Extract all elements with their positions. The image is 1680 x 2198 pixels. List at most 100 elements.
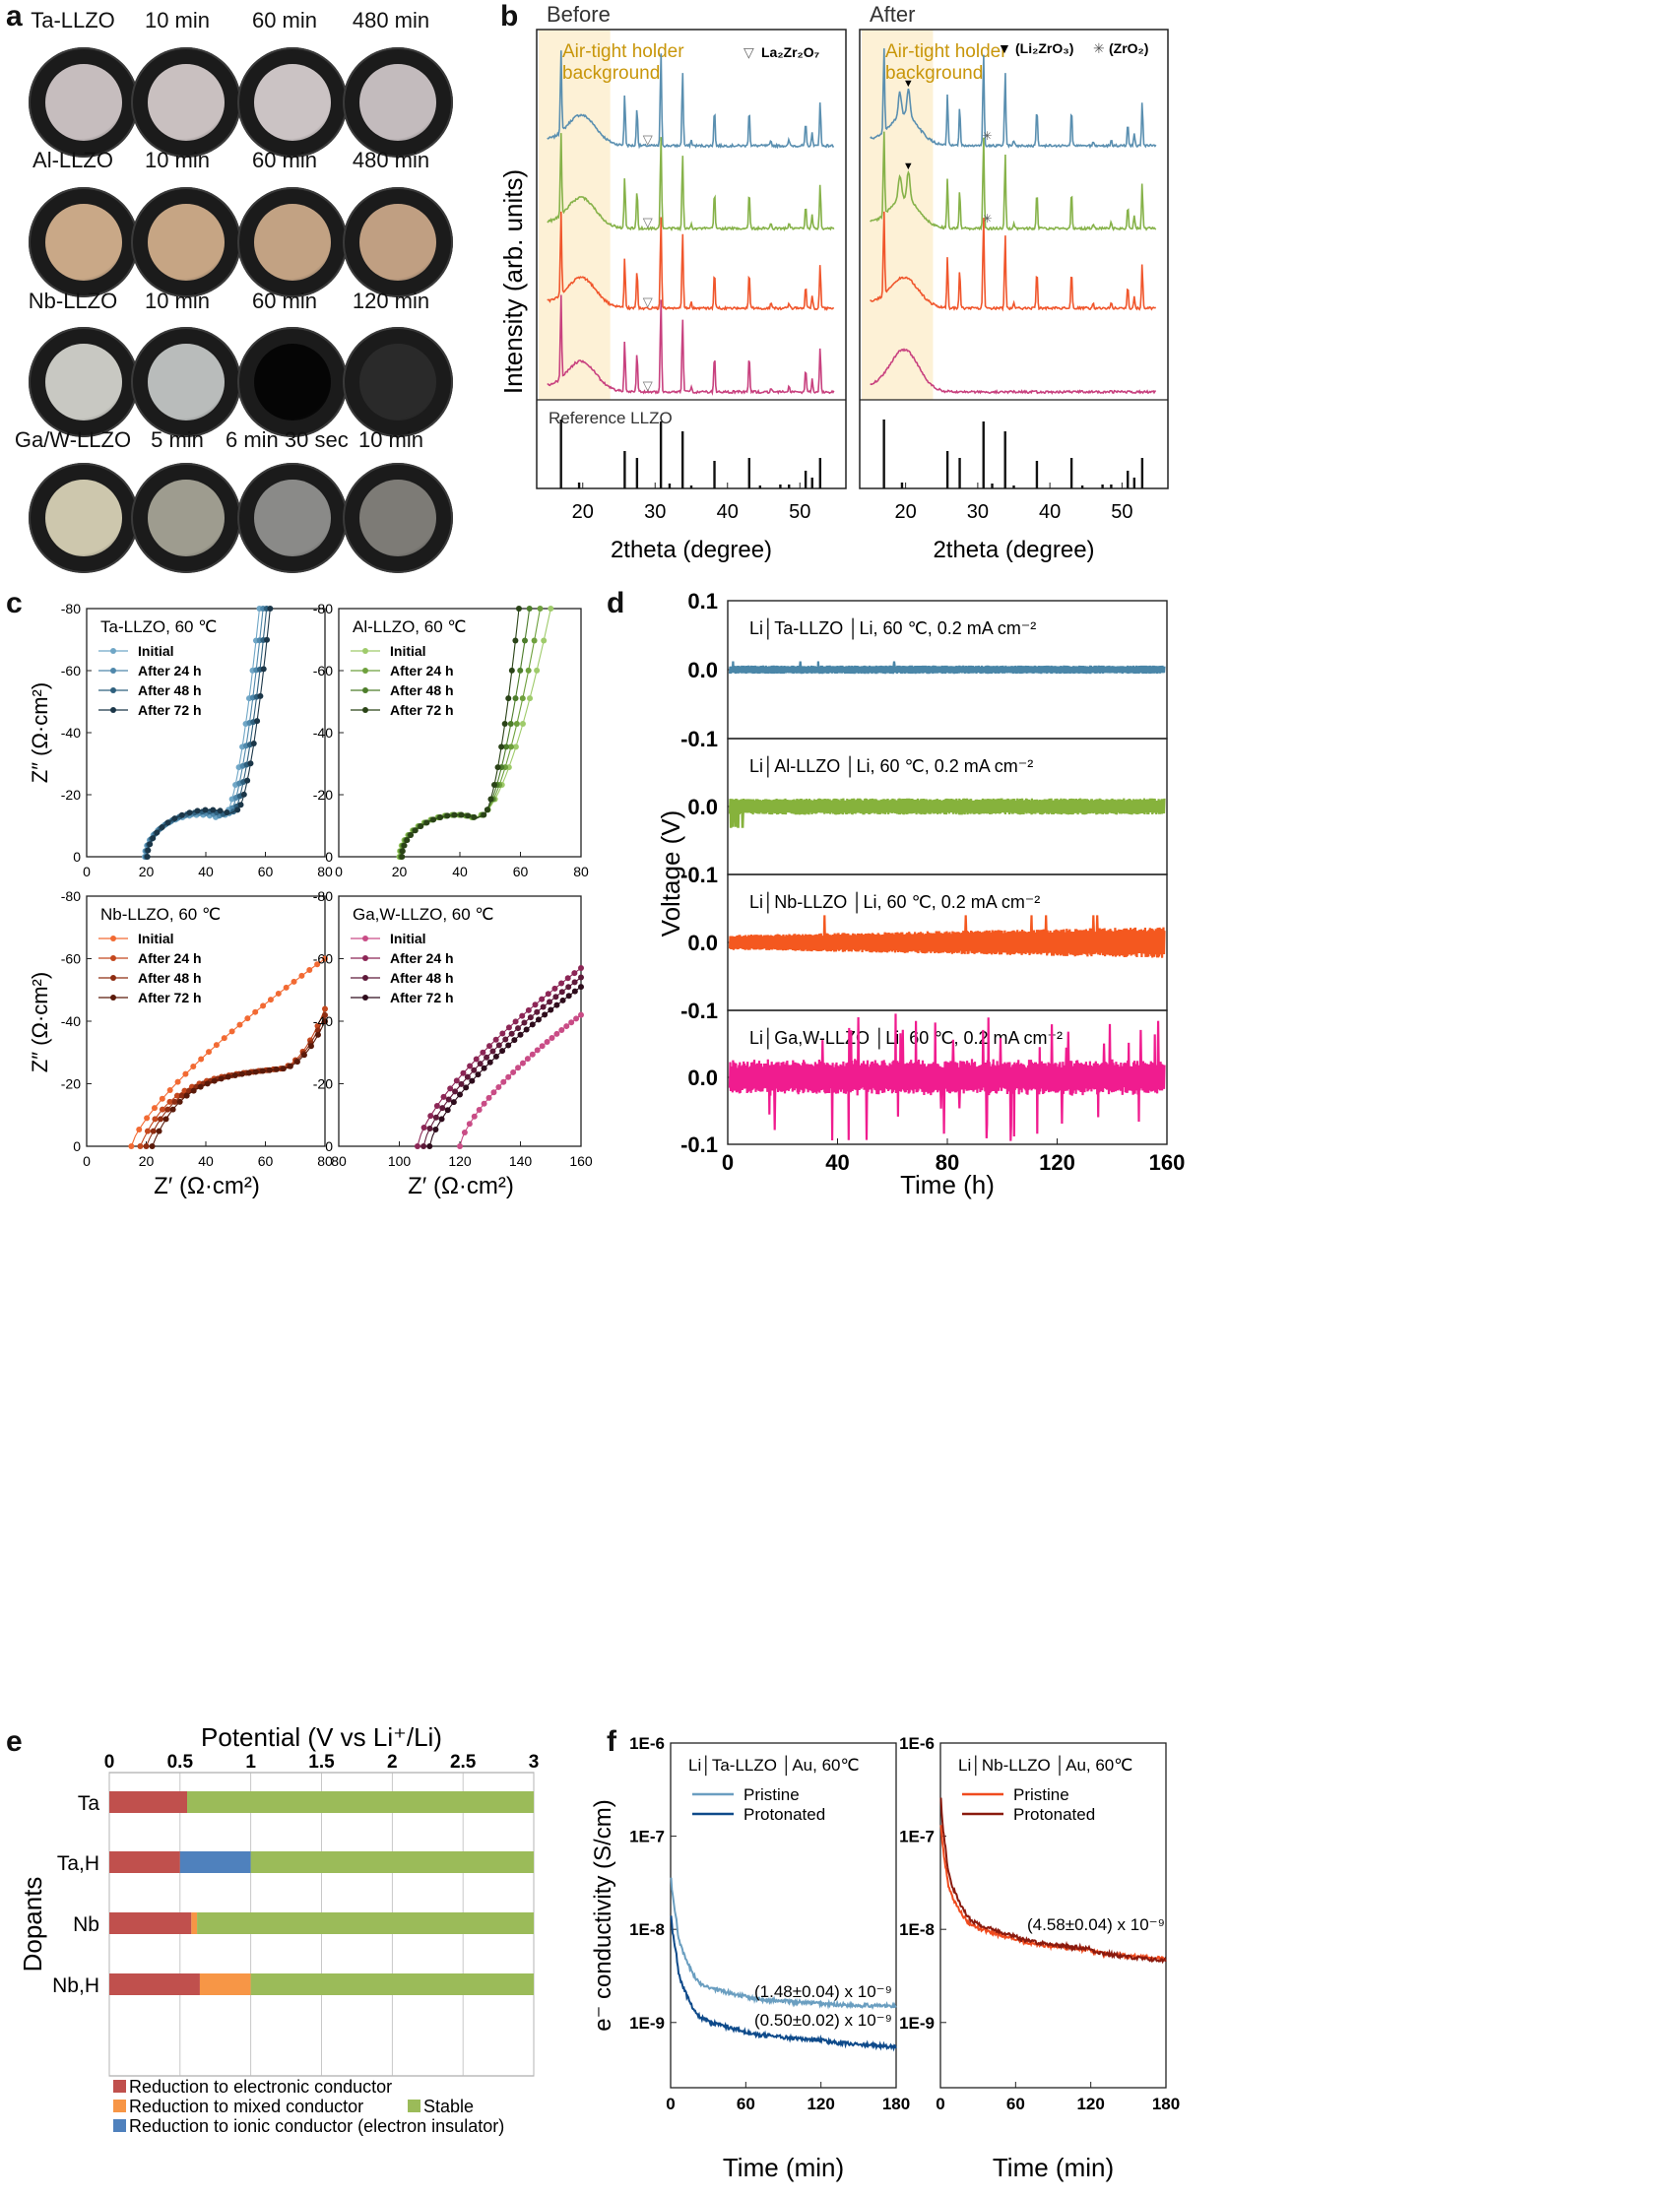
legend-marker — [110, 648, 116, 654]
eis-point — [534, 1008, 541, 1015]
xrd-pattern-0 — [547, 50, 834, 150]
eis-point — [452, 1088, 459, 1095]
legend-label: La₂Zr₂O₇ — [761, 44, 819, 60]
legend-label: Initial — [390, 643, 426, 659]
eis-point — [467, 1063, 474, 1069]
eis-point — [166, 1087, 173, 1094]
eis-point — [228, 796, 235, 803]
eis-point — [423, 819, 430, 826]
eis-point — [193, 1083, 200, 1090]
eis-point — [178, 1092, 185, 1099]
eis-point — [418, 823, 424, 830]
legend-marker — [110, 955, 116, 961]
bar-segment-electronic — [109, 1912, 192, 1934]
eis-point — [519, 720, 526, 727]
y-axis-label: Z″ (Ω·cm²) — [28, 682, 52, 783]
eis-point — [527, 695, 534, 702]
eis-point — [442, 812, 449, 819]
eis-point — [194, 808, 201, 814]
eis-point — [471, 1067, 478, 1073]
eis-point — [513, 720, 520, 727]
eis-point — [402, 837, 409, 844]
plot-frame — [536, 29, 847, 489]
legend-marker — [110, 936, 116, 941]
bar-segment-stable — [187, 1791, 534, 1813]
eis-point — [502, 1036, 509, 1043]
eis-point — [149, 835, 156, 842]
x-tick-label: 40 — [198, 1153, 214, 1169]
eis-point — [450, 1099, 457, 1106]
eis-point — [260, 636, 267, 643]
bar-segment-ionic — [179, 1851, 251, 1873]
eis-point — [149, 1143, 156, 1149]
eis-point — [455, 811, 462, 818]
legend-label: (ZrO₂) — [1109, 40, 1148, 56]
eis-point — [249, 694, 256, 701]
eis-point — [300, 1052, 307, 1059]
x-tick-label: 0 — [83, 1153, 91, 1169]
eis-point — [211, 1075, 218, 1082]
eis-point — [158, 825, 164, 832]
eis-point — [234, 807, 241, 813]
eis-point — [245, 1069, 252, 1076]
sample-pellet-photo — [131, 47, 241, 158]
eis-point — [578, 1011, 584, 1018]
eis-point — [240, 791, 247, 798]
strip-frame — [727, 738, 1168, 875]
eis-point — [519, 695, 526, 702]
eis-point — [510, 1068, 517, 1075]
strip-frame — [727, 873, 1168, 1011]
x-tick-label: 0 — [722, 1150, 734, 1175]
eis-point — [412, 827, 419, 834]
x-tick-label: 40 — [717, 501, 739, 523]
eis-point — [427, 1113, 434, 1120]
time-label: 10 min — [357, 427, 424, 452]
legend-label: After 24 h — [138, 950, 202, 966]
legend-label: After 72 h — [390, 990, 454, 1005]
y-tick-label: -20 — [61, 787, 81, 803]
eis-point — [181, 812, 188, 819]
eis-point — [169, 816, 176, 823]
y-tick-label: -0.1 — [680, 999, 718, 1023]
eis-point — [414, 1143, 420, 1149]
eis-point — [525, 667, 532, 674]
eis-point — [548, 606, 554, 612]
time-label: 10 min — [144, 289, 211, 313]
category-label: Ta — [78, 1792, 100, 1815]
eis-point — [226, 1071, 232, 1078]
legend-label: (Li₂ZrO₃) — [1015, 40, 1073, 56]
conductivity-curve-1 — [670, 1915, 897, 2052]
eis-point — [407, 831, 414, 838]
eis-point — [264, 636, 271, 643]
eis-point — [215, 1075, 222, 1082]
eis-point — [498, 781, 505, 788]
pellet-surface — [253, 479, 332, 557]
eis-point — [247, 1068, 254, 1075]
plot-title: Al-LLZO, 60 ℃ — [353, 617, 466, 636]
plot-title: Ta-LLZO, 60 ℃ — [100, 617, 217, 636]
y-tick-label: -40 — [61, 725, 81, 741]
y-tick-label: 0 — [73, 849, 81, 865]
x-tick-label: 20 — [139, 864, 155, 879]
eis-point — [166, 1098, 173, 1105]
legend-label: After 48 h — [138, 970, 202, 986]
legend-label: After 48 h — [390, 970, 454, 986]
eis-point — [181, 1087, 188, 1094]
y-tick-label: -40 — [313, 725, 333, 741]
eis-point — [470, 813, 477, 820]
eis-point — [420, 1124, 427, 1131]
sample-pellet-photo — [237, 463, 348, 573]
eis-point — [448, 811, 455, 818]
eis-point — [206, 808, 213, 815]
eis-point — [411, 827, 418, 834]
x-tick-label: 50 — [1111, 501, 1132, 523]
eis-point — [263, 606, 270, 612]
legend-label: Reduction to mixed conductor — [129, 2097, 363, 2116]
eis-point — [169, 1106, 176, 1113]
pellet-surface — [358, 479, 437, 557]
eis-point — [534, 667, 541, 674]
eis-point — [232, 794, 239, 801]
eis-point — [285, 1063, 291, 1069]
eis-point — [430, 816, 437, 823]
